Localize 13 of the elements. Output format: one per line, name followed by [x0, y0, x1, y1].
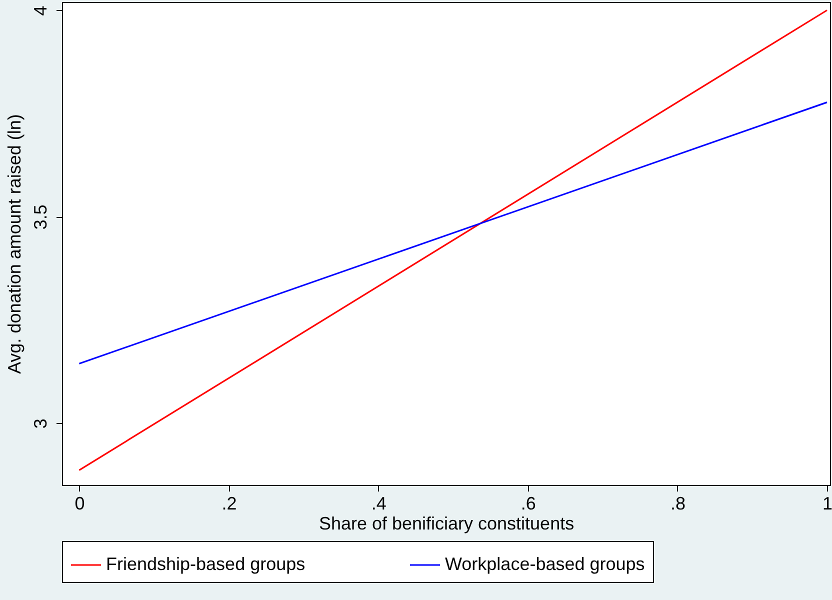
legend-label: Friendship-based groups	[106, 554, 306, 574]
y-tick-label: 3	[30, 418, 50, 429]
y-axis-title: Avg. donation amount raised (ln)	[4, 114, 24, 374]
x-tick-label: .8	[670, 494, 686, 514]
x-tick-label: .4	[371, 494, 386, 514]
legend-label: Workplace-based groups	[445, 554, 645, 574]
y-tick-label: 4	[30, 6, 50, 16]
y-tick-label: 3.5	[30, 204, 50, 230]
x-tick-label: .6	[520, 494, 536, 514]
x-tick-label: 0	[74, 494, 85, 514]
x-axis-title: Share of benificiary constituents	[318, 514, 574, 534]
x-tick-label: 1	[822, 494, 832, 514]
x-tick-label: .2	[222, 494, 237, 514]
